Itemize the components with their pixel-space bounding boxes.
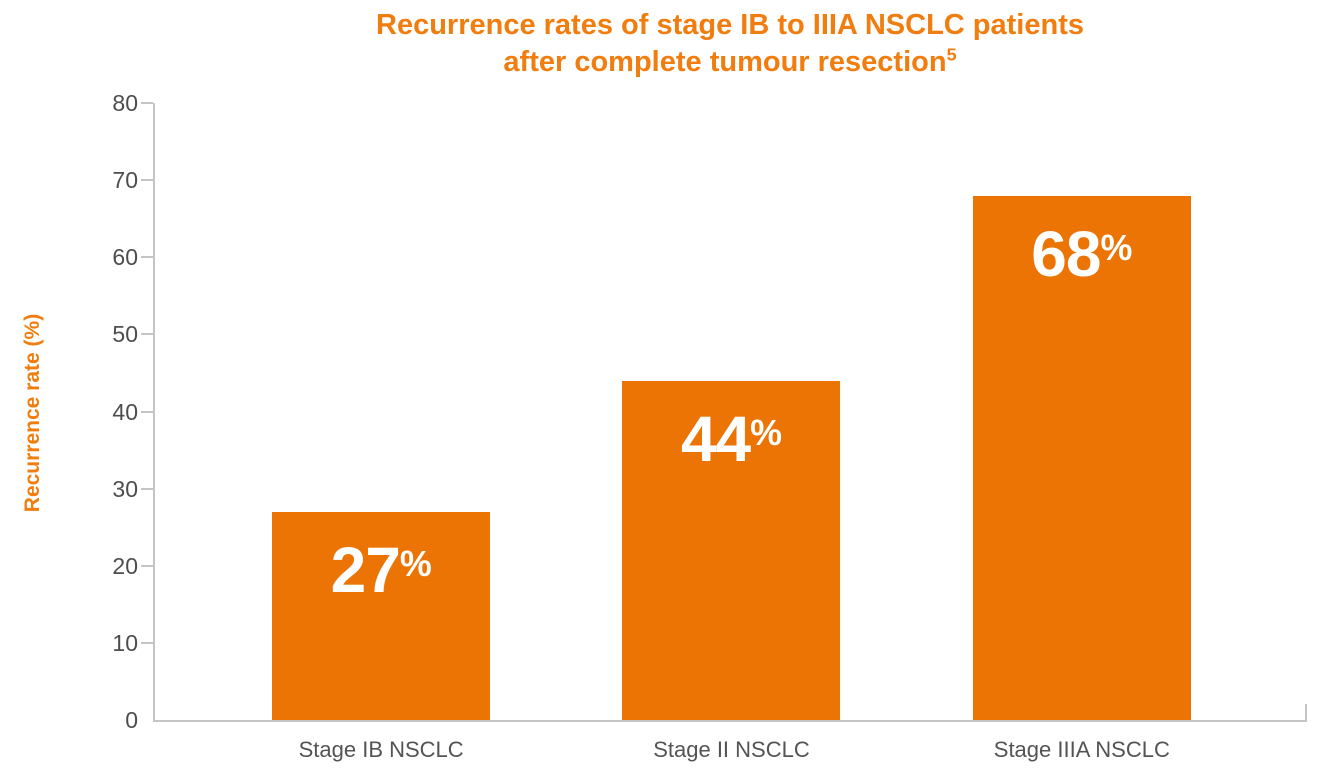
y-tick-mark [141, 487, 153, 490]
y-tick-mark [141, 641, 153, 644]
y-tick-mark [141, 410, 153, 413]
y-axis-label: Recurrence rate (%) [21, 313, 44, 513]
percent-sign: % [399, 543, 432, 584]
y-tick-label: 70 [112, 167, 138, 194]
chart-title-line-2: after complete tumour resection [503, 46, 947, 78]
x-axis-end-cap [1305, 704, 1307, 720]
chart-title: Recurrence rates of stage IB to IIIA NSC… [153, 7, 1307, 81]
percent-sign: % [750, 412, 782, 453]
y-tick-label: 40 [112, 398, 138, 425]
y-tick-mark [141, 179, 153, 182]
y-tick-mark [141, 333, 153, 336]
footnote-marker: 5 [946, 44, 957, 65]
percent-sign: % [1100, 227, 1133, 268]
bar-value-label: 68% [1031, 217, 1133, 290]
y-tick-label: 20 [112, 552, 138, 579]
y-tick-label: 0 [125, 707, 138, 733]
y-tick-label: 10 [112, 629, 138, 656]
chart-title-line-1: Recurrence rates of stage IB to IIIA NSC… [376, 9, 1084, 41]
y-tick-mark [141, 564, 153, 567]
y-tick-mark [141, 102, 153, 104]
bar-value-label: 44% [680, 402, 782, 475]
bar: 44% [622, 380, 841, 720]
bar: 27% [272, 511, 491, 720]
y-tick-label: 30 [112, 475, 138, 502]
x-category-label: Stage II NSCLC [653, 737, 810, 762]
bar-value-label: 27% [330, 533, 432, 606]
y-tick-label: 60 [112, 244, 138, 271]
y-tick-label: 80 [112, 90, 138, 116]
y-tick-label: 50 [112, 321, 138, 348]
x-category-label: Stage IIIA NSCLC [993, 737, 1170, 762]
y-axis-line [153, 103, 155, 720]
bar: 68% [972, 195, 1191, 720]
x-category-label: Stage IB NSCLC [298, 737, 464, 762]
x-axis-line [153, 720, 1307, 722]
y-tick-mark [141, 256, 153, 259]
